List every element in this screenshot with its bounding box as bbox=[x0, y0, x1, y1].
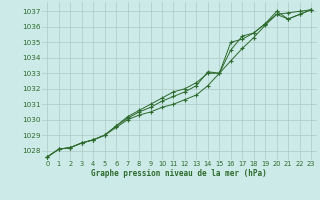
X-axis label: Graphe pression niveau de la mer (hPa): Graphe pression niveau de la mer (hPa) bbox=[91, 169, 267, 178]
